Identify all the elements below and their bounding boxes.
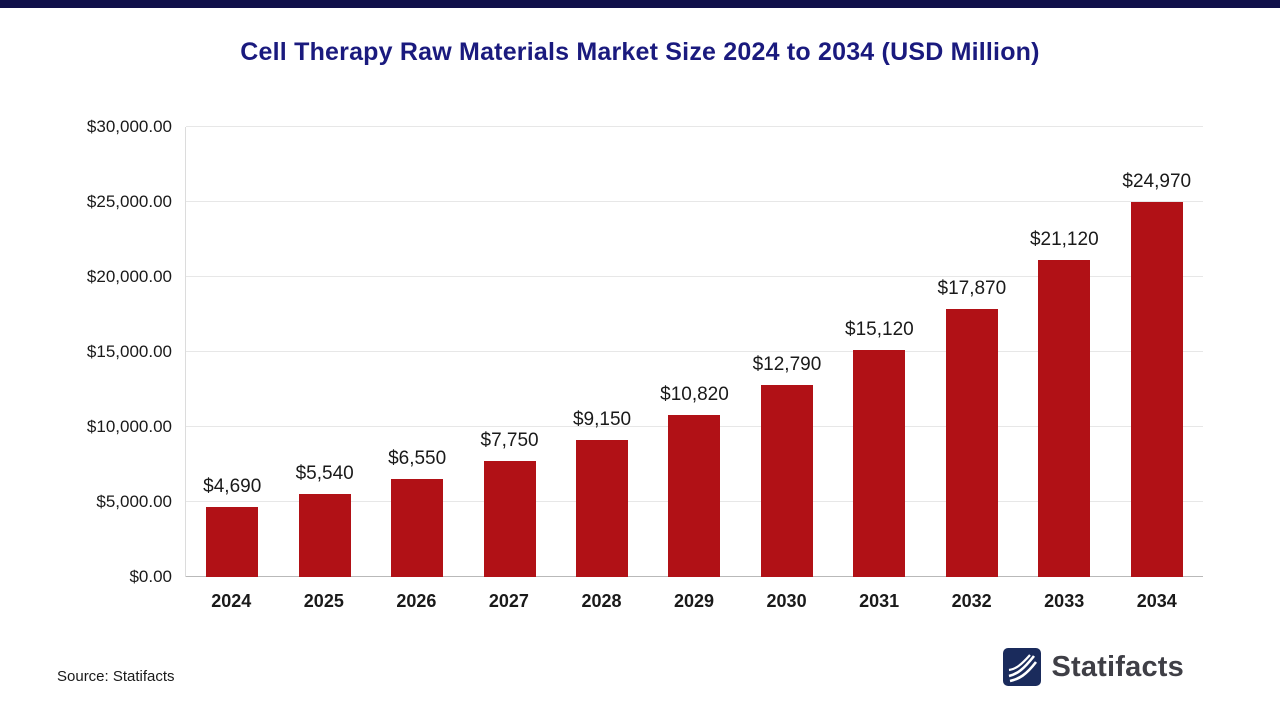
- bar: [760, 385, 813, 577]
- x-tick-label: 2033: [1044, 591, 1085, 611]
- bar-column: $10,820: [648, 127, 740, 577]
- plot-area: $4,690 $5,540 $6,550 $7,750 $9,150 $10,820 $12…: [185, 126, 1203, 577]
- bar-value-label: $10,820: [660, 383, 729, 405]
- bar-value-label: $17,870: [937, 277, 1007, 299]
- y-axis-labels: $0.00 $5,000.00 $10,000.00 $15,000.00 $20,00…: [30, 117, 172, 586]
- bar-column: $21,120: [1018, 127, 1110, 577]
- x-tick-label: 2028: [581, 591, 622, 611]
- x-tick-label: 2030: [766, 591, 807, 611]
- bar: [1038, 260, 1091, 577]
- bar: [298, 493, 351, 577]
- bar-column: $6,550: [371, 127, 463, 577]
- bar: [1130, 202, 1183, 577]
- x-tick-label: 2024: [211, 591, 252, 611]
- bar-value-label: $5,540: [295, 462, 354, 484]
- y-tick-label: $10,000.00: [86, 417, 172, 436]
- bar-value-label: $12,790: [752, 354, 822, 376]
- bar-column: $5,540: [278, 127, 370, 577]
- bar-column: $7,750: [463, 127, 555, 577]
- x-tick-label: 2029: [673, 591, 715, 611]
- bar-value-label: $15,120: [845, 319, 914, 341]
- y-tick-label: $0.00: [129, 567, 172, 586]
- bar: [483, 460, 536, 577]
- y-tick-label: $15,000.00: [86, 342, 172, 361]
- top-accent-bar: [0, 0, 1280, 8]
- gridline: [186, 351, 1203, 352]
- x-tick-label: 2027: [488, 591, 529, 611]
- bar-value-label: $9,150: [572, 408, 632, 430]
- x-tick-label: 2025: [303, 591, 344, 611]
- bar: [945, 308, 998, 577]
- bar-column: $24,970: [1111, 127, 1203, 577]
- bar-value-label: $21,120: [1029, 229, 1099, 251]
- chart-title: Cell Therapy Raw Materials Market Size 2…: [240, 38, 1040, 66]
- x-tick-label: 2031: [859, 591, 900, 611]
- y-tick-label: $20,000.00: [86, 267, 172, 286]
- statifacts-logo: Statifacts: [1003, 648, 1184, 686]
- gridline: [186, 126, 1203, 127]
- bar: [206, 506, 259, 577]
- bar-column: $17,870: [926, 127, 1018, 577]
- bar: [853, 350, 906, 577]
- x-axis-labels: 2024 2025 2026 2027 2028 2029 2030 2031 2032 2033…: [185, 591, 1203, 612]
- source-text: Source: Statifacts: [57, 668, 175, 685]
- bar-column: $9,150: [556, 127, 648, 577]
- bar-series: $4,690 $5,540 $6,550 $7,750 $9,150 $10,820 $12…: [186, 127, 1203, 577]
- bar-value-label: $7,750: [480, 429, 539, 451]
- x-tick-label: 2034: [1136, 591, 1177, 611]
- y-tick-label: $30,000.00: [86, 117, 172, 136]
- bar-value-label: $6,550: [388, 447, 447, 469]
- bar-value-label: $4,690: [203, 475, 262, 497]
- x-tick-label: 2032: [951, 591, 992, 611]
- bar-column: $12,790: [741, 127, 833, 577]
- gridline: [186, 276, 1203, 277]
- y-tick-label: $5,000.00: [96, 492, 172, 511]
- x-tick-label: 2026: [396, 591, 437, 611]
- bar-column: $4,690: [186, 127, 278, 577]
- brand-name: Statifacts: [1051, 650, 1184, 683]
- bar: [391, 478, 444, 577]
- bar-value-label: $24,970: [1122, 171, 1192, 193]
- gridline: [186, 201, 1203, 202]
- y-tick-label: $25,000.00: [86, 192, 172, 211]
- statifacts-logo-icon: [1003, 648, 1042, 686]
- bar: [576, 439, 629, 577]
- bar: [668, 414, 721, 577]
- bar-column: $15,120: [833, 127, 925, 577]
